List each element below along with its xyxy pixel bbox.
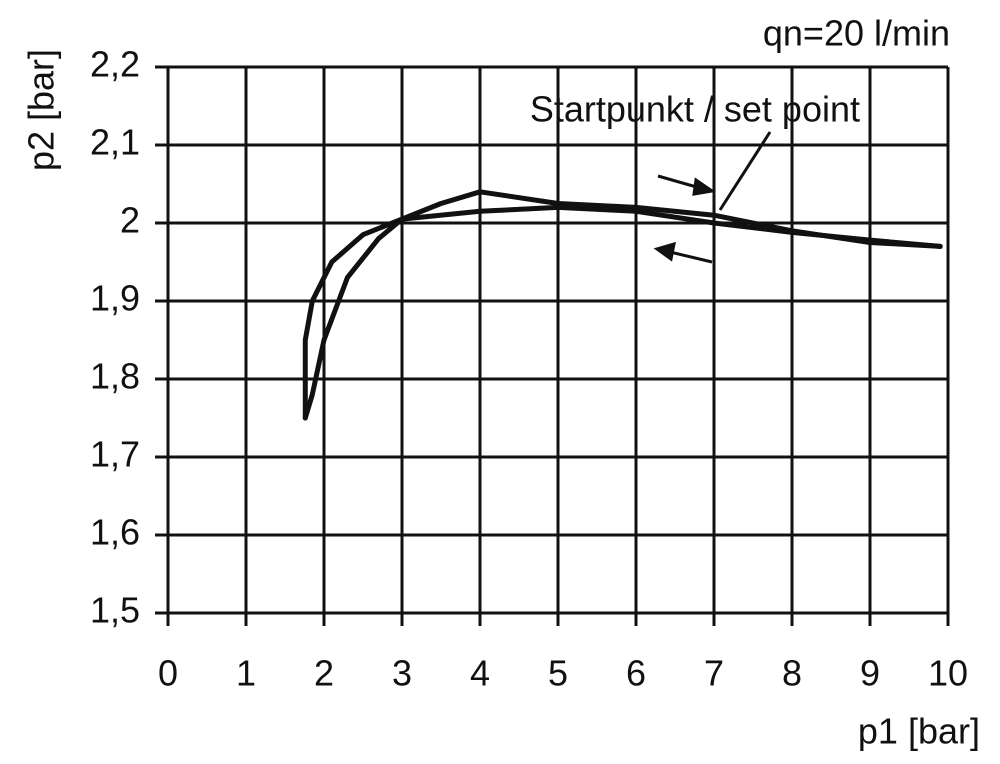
y-tick-label: 2,2	[90, 44, 140, 85]
x-tick-label: 0	[158, 653, 178, 694]
arrow	[657, 174, 701, 190]
arrowhead	[653, 241, 676, 262]
x-tick-label: 4	[470, 653, 490, 694]
x-tick-label: 1	[236, 653, 256, 694]
y-tick-label: 1,8	[90, 356, 140, 397]
line-series	[302, 189, 943, 421]
y-tick-label: 1,7	[90, 434, 140, 475]
x-tick-label: 6	[626, 653, 646, 694]
y-tick-label: 1,9	[90, 278, 140, 319]
x-tick-label: 7	[704, 653, 724, 694]
x-tick-label: 5	[548, 653, 568, 694]
x-tick-label: 10	[928, 653, 968, 694]
y-tick-label: 1,5	[90, 590, 140, 631]
annotation-graphics	[653, 131, 772, 264]
y-axis-label: p2 [bar]	[21, 49, 62, 171]
x-tick-label: 3	[392, 653, 412, 694]
arrowhead	[692, 177, 716, 196]
x-tick-label: 2	[314, 653, 334, 694]
annotation: qn=20 l/min	[763, 13, 950, 54]
x-tick-label: 9	[860, 653, 880, 694]
x-tick-label: 8	[782, 653, 802, 694]
y-tick-label: 1,6	[90, 512, 140, 553]
x-axis-label: p1 [bar]	[858, 711, 980, 752]
arrow	[669, 250, 713, 264]
y-tick-label: 2	[120, 200, 140, 241]
annotation: Startpunkt / set point	[530, 89, 860, 130]
y-tick-label: 2,1	[90, 122, 140, 163]
